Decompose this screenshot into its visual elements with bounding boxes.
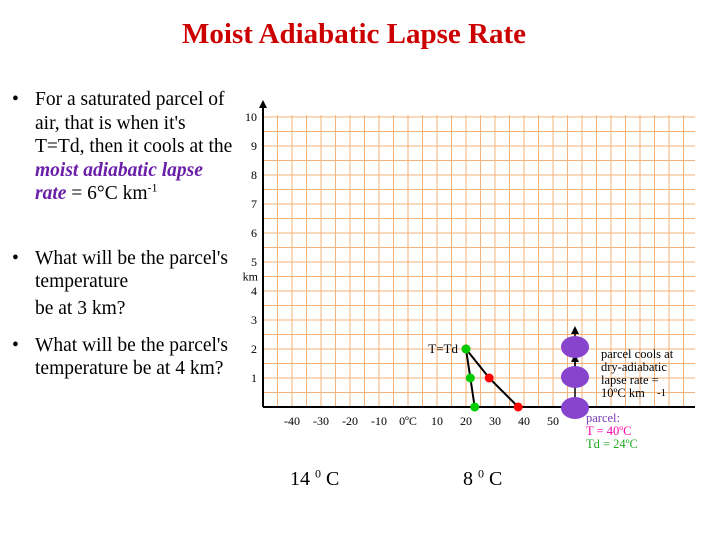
parcel-oval	[561, 397, 589, 419]
dewpoint-point	[470, 402, 480, 412]
parcel-title: parcel:	[586, 411, 620, 425]
x-tick-label: 20	[460, 414, 472, 428]
x-tick-label: -10	[371, 414, 387, 428]
question-3km-line2: be at 3 km?	[35, 297, 126, 319]
temperature-point	[484, 373, 494, 383]
question-4km-text: What will be the parcel's temperature be…	[35, 334, 229, 380]
dry-note-exponent: -1	[657, 387, 666, 399]
x-tick-label: -20	[342, 414, 358, 428]
bullet-dot: •	[12, 247, 19, 269]
x-tick-label: -30	[313, 414, 329, 428]
dry-note-line: dry-adiabatic	[601, 360, 667, 374]
y-tick-label: 2	[251, 342, 257, 356]
parcel-temperature: T = 40ºC	[586, 424, 631, 438]
x-tick-label: 40	[518, 414, 530, 428]
bullet-dot: •	[12, 89, 19, 110]
y-tick-label: 6	[251, 226, 257, 240]
parcel-arrow-head	[571, 326, 579, 334]
moist-adiabatic-term: moist adiabatic lapse rate	[35, 159, 203, 205]
answer-4km-value: 8	[463, 468, 478, 490]
y-tick-label: 5	[251, 255, 257, 269]
slide-title: Moist Adiabatic Lapse Rate	[182, 18, 526, 50]
bullet-question-3km: • What will be the parcel's temperature be…	[12, 247, 234, 324]
chart-svg: 1 2 3 4 5 6 7 8 9 10 km -40 -30 -20 -10 0ºC 10 20 30 40 50 T=…	[243, 100, 695, 451]
x-tick-label: -40	[284, 414, 300, 428]
saturation-label: T=Td	[428, 341, 458, 356]
x-tick-label: 10	[431, 414, 443, 428]
y-axis-label: km	[243, 270, 259, 284]
answer-3km-value: 14	[290, 468, 315, 490]
y-tick-label: 3	[251, 313, 257, 327]
dry-note-line: lapse rate =	[601, 373, 659, 387]
dry-note-line: parcel cools at	[601, 347, 674, 361]
rate-value: = 6°C km	[66, 183, 148, 204]
answer-4km-degree: 0	[478, 466, 484, 481]
answer-3km-unit: C	[321, 468, 340, 490]
parcel-oval	[561, 336, 589, 358]
y-tick-label: 8	[251, 168, 257, 182]
rate-exponent: -1	[147, 180, 158, 195]
y-tick-label: 4	[251, 284, 257, 298]
bullet-list: • For a saturated parcel of air, that is …	[12, 88, 234, 381]
answer-3km-degree: 0	[315, 466, 321, 481]
lapse-rate-chart: 1 2 3 4 5 6 7 8 9 10 km -40 -30 -20 -10 0ºC 10 20 30 40 50 T=…	[239, 100, 699, 456]
y-tick-label: 7	[251, 197, 257, 211]
y-tick-label: 1	[251, 371, 257, 385]
dewpoint-point	[465, 373, 475, 383]
parcel-oval	[561, 366, 589, 388]
bullet-moist-rate-text: For a saturated parcel of air, that is w…	[35, 89, 233, 157]
x-tick-label: 50	[547, 414, 559, 428]
y-axis-arrow	[259, 100, 267, 108]
parcel-dewpoint: Td = 24ºC	[586, 437, 638, 451]
x-tick-label: 30	[489, 414, 501, 428]
answer-4km: 8 0 C	[463, 466, 503, 491]
answer-4km-unit: C	[484, 468, 503, 490]
bullet-dot: •	[12, 334, 19, 356]
bullet-moist-rate: • For a saturated parcel of air, that is …	[12, 88, 234, 206]
temperature-point	[513, 402, 523, 412]
y-tick-label: 9	[251, 139, 257, 153]
dry-note-line: 10ºC km	[601, 386, 645, 400]
y-tick-label: 10	[245, 110, 257, 124]
answer-3km: 14 0 C	[290, 466, 340, 491]
dewpoint-point	[461, 344, 471, 354]
question-3km-line1: What will be the parcel's temperature	[35, 247, 229, 293]
x-tick-label: 0ºC	[399, 414, 417, 428]
bullet-question-4km: • What will be the parcel's temperature b…	[12, 334, 234, 381]
